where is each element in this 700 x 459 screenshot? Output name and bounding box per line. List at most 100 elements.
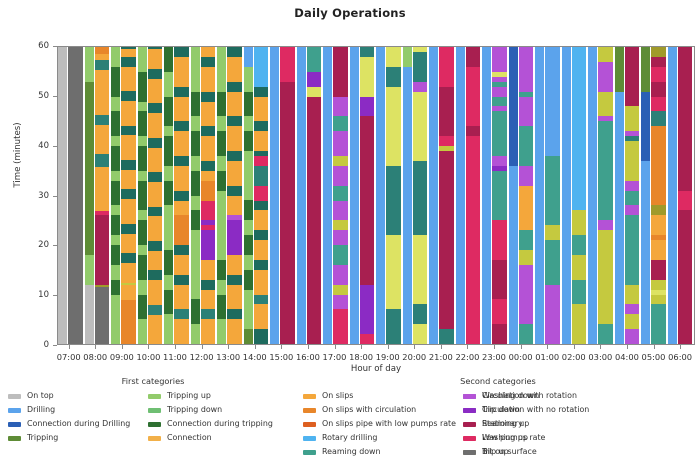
hour-column[interactable]	[614, 47, 642, 344]
stack-segment[interactable]	[200, 259, 216, 280]
hour-column[interactable]	[84, 47, 112, 344]
second-category-stack[interactable]	[121, 47, 136, 344]
second-category-stack[interactable]	[94, 47, 110, 344]
stack-segment[interactable]	[518, 165, 534, 186]
first-category-stack[interactable]	[482, 47, 491, 344]
stack-segment[interactable]	[137, 254, 147, 280]
first-category-stack[interactable]	[376, 47, 385, 344]
stack-segment[interactable]	[439, 136, 454, 147]
stack-segment[interactable]	[111, 235, 120, 246]
stack-segment[interactable]	[164, 47, 173, 72]
stack-segment[interactable]	[598, 116, 613, 122]
hour-column[interactable]	[455, 47, 483, 344]
stack-segment[interactable]	[174, 155, 189, 166]
stack-segment[interactable]	[121, 91, 136, 102]
stack-segment[interactable]	[227, 151, 242, 161]
stack-segment[interactable]	[359, 116, 375, 285]
stack-segment[interactable]	[253, 240, 269, 260]
stack-segment[interactable]	[174, 57, 189, 87]
stack-segment[interactable]	[147, 314, 163, 344]
stack-segment[interactable]	[482, 47, 491, 344]
stack-segment[interactable]	[641, 160, 650, 344]
second-category-stack[interactable]	[227, 47, 242, 344]
stack-segment[interactable]	[174, 215, 189, 246]
stack-segment[interactable]	[200, 91, 216, 102]
stack-segment[interactable]	[227, 284, 242, 310]
stack-segment[interactable]	[677, 190, 693, 211]
stack-segment[interactable]	[121, 282, 136, 286]
stack-segment[interactable]	[200, 170, 216, 181]
first-category-stack[interactable]	[323, 47, 332, 344]
stack-segment[interactable]	[217, 190, 226, 260]
hour-column[interactable]	[137, 47, 165, 344]
stack-segment[interactable]	[624, 180, 640, 191]
stack-segment[interactable]	[598, 47, 613, 62]
stack-segment[interactable]	[121, 189, 136, 200]
hour-column[interactable]	[402, 47, 430, 344]
stack-segment[interactable]	[508, 47, 518, 166]
hour-column[interactable]	[243, 47, 271, 344]
stack-segment[interactable]	[624, 205, 640, 216]
stack-segment[interactable]	[200, 220, 216, 226]
stack-segment[interactable]	[147, 250, 163, 271]
stack-segment[interactable]	[333, 165, 348, 186]
stack-segment[interactable]	[227, 195, 242, 216]
stack-segment[interactable]	[58, 47, 67, 344]
stack-segment[interactable]	[111, 215, 120, 236]
stack-segment[interactable]	[94, 166, 110, 212]
stack-segment[interactable]	[121, 47, 136, 50]
stack-segment[interactable]	[518, 126, 534, 166]
stack-segment[interactable]	[164, 96, 173, 127]
stack-segment[interactable]	[333, 155, 348, 166]
stack-segment[interactable]	[200, 136, 216, 161]
stack-segment[interactable]	[651, 304, 666, 344]
stack-segment[interactable]	[651, 294, 666, 305]
stack-segment[interactable]	[147, 47, 163, 50]
stack-segment[interactable]	[164, 136, 173, 166]
stack-segment[interactable]	[200, 319, 216, 344]
stack-segment[interactable]	[402, 66, 412, 344]
stack-segment[interactable]	[94, 211, 110, 216]
stack-segment[interactable]	[227, 47, 242, 57]
stack-segment[interactable]	[614, 91, 624, 344]
stack-segment[interactable]	[190, 131, 200, 156]
hour-column[interactable]	[190, 47, 218, 344]
stack-segment[interactable]	[651, 111, 666, 127]
hour-column[interactable]	[429, 47, 456, 344]
stack-segment[interactable]	[677, 210, 693, 344]
stack-segment[interactable]	[333, 47, 348, 97]
stack-segment[interactable]	[243, 200, 253, 221]
first-category-stack[interactable]	[455, 47, 465, 344]
stack-segment[interactable]	[518, 264, 534, 325]
hour-column[interactable]	[270, 47, 297, 344]
stack-segment[interactable]	[227, 160, 242, 186]
stack-segment[interactable]	[174, 254, 189, 275]
stack-segment[interactable]	[333, 264, 348, 285]
stack-segment[interactable]	[137, 210, 147, 221]
stack-segment[interactable]	[243, 235, 253, 255]
second-category-stack[interactable]	[492, 47, 507, 344]
stack-segment[interactable]	[94, 124, 110, 155]
second-category-stack[interactable]	[518, 47, 534, 344]
legend-item[interactable]: On top	[8, 389, 148, 403]
stack-segment[interactable]	[386, 235, 401, 310]
stack-segment[interactable]	[243, 289, 253, 330]
hour-column[interactable]	[641, 47, 668, 344]
stack-segment[interactable]	[137, 136, 147, 147]
first-category-stack[interactable]	[561, 47, 571, 344]
stack-segment[interactable]	[243, 150, 253, 201]
stack-segment[interactable]	[137, 47, 147, 72]
stack-segment[interactable]	[121, 223, 136, 234]
stack-segment[interactable]	[571, 210, 587, 236]
stack-segment[interactable]	[492, 47, 507, 72]
stack-segment[interactable]	[190, 230, 200, 300]
stack-segment[interactable]	[598, 61, 613, 92]
stack-segment[interactable]	[121, 199, 136, 224]
stack-segment[interactable]	[492, 324, 507, 344]
legend-item[interactable]: Tripping up	[148, 389, 313, 403]
stack-segment[interactable]	[121, 263, 136, 283]
stack-segment[interactable]	[492, 165, 507, 171]
stack-segment[interactable]	[412, 324, 428, 344]
stack-segment[interactable]	[333, 284, 348, 295]
hour-column[interactable]	[58, 47, 85, 344]
